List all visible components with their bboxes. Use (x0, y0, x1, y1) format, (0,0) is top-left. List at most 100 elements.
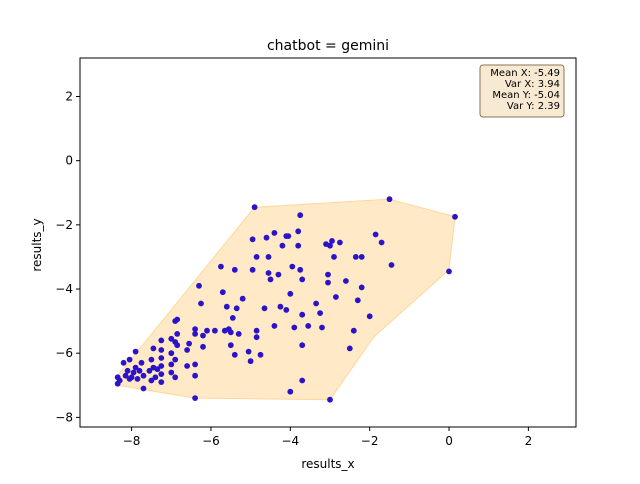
data-point (287, 388, 294, 395)
data-point (295, 228, 302, 235)
data-point (327, 396, 333, 403)
data-point (275, 271, 282, 278)
data-point (386, 196, 393, 203)
data-point (247, 358, 254, 365)
data-point (150, 345, 157, 352)
data-point (227, 342, 234, 349)
data-point (287, 290, 294, 297)
data-point (331, 254, 337, 260)
data-point (253, 334, 260, 341)
data-point (186, 340, 193, 347)
data-point (231, 266, 238, 273)
data-point (132, 348, 139, 355)
data-point (212, 327, 218, 334)
data-point (146, 367, 153, 374)
data-point (352, 254, 359, 260)
data-point (263, 234, 270, 241)
data-point (168, 350, 175, 357)
data-point (283, 307, 290, 313)
data-point (227, 329, 234, 336)
data-point (192, 372, 199, 379)
data-point (329, 238, 335, 244)
data-point (196, 282, 202, 289)
data-point (249, 236, 256, 243)
axes: −8 −6 −4 −2 0 2 −8 −6 −4 −2 0 2 (55, 57, 577, 448)
data-point (372, 231, 379, 238)
data-point (299, 342, 306, 349)
x-tick-label: −4 (281, 434, 299, 448)
data-point (184, 347, 191, 353)
data-point (172, 356, 179, 363)
data-point (289, 263, 296, 270)
data-point (253, 327, 260, 334)
data-point (158, 347, 165, 353)
data-point (366, 313, 373, 320)
data-point (343, 278, 349, 284)
data-point (148, 377, 155, 384)
data-point (297, 212, 304, 219)
data-point (152, 374, 159, 381)
data-point (138, 359, 145, 366)
data-point (253, 254, 260, 260)
data-point (174, 331, 181, 337)
data-point (297, 266, 304, 273)
stats-line: Mean Y: -5.04 (492, 90, 560, 101)
data-point (299, 311, 306, 318)
data-point (271, 323, 278, 329)
data-point (158, 337, 165, 344)
data-point (168, 369, 175, 376)
data-point (313, 300, 319, 307)
data-point (130, 369, 137, 376)
data-point (265, 270, 272, 276)
data-point (245, 348, 252, 355)
x-tick-label: −2 (361, 434, 379, 448)
data-point (158, 379, 165, 385)
data-point (124, 367, 131, 374)
x-tick-label: −6 (202, 434, 220, 448)
data-point (168, 335, 175, 342)
data-point (218, 263, 224, 270)
data-point (184, 363, 191, 369)
data-point (223, 303, 230, 310)
data-point (140, 372, 147, 379)
stats-line: Var Y: 2.39 (507, 101, 560, 112)
data-point (192, 331, 199, 337)
data-point (200, 332, 206, 339)
axes-frame (79, 57, 577, 428)
data-point (279, 242, 286, 249)
data-point (192, 326, 199, 332)
data-point (231, 351, 238, 358)
data-point (198, 300, 204, 307)
data-point (317, 310, 323, 316)
x-tick-label: 2 (525, 434, 533, 448)
data-point (299, 276, 306, 283)
data-point (271, 230, 278, 236)
data-point (219, 289, 226, 296)
stats-box-background (479, 64, 565, 118)
data-point (358, 254, 365, 260)
data-point (200, 343, 206, 350)
data-point (291, 324, 298, 331)
data-point (116, 377, 123, 384)
data-point (277, 303, 284, 310)
data-point (388, 262, 395, 268)
data-point (229, 315, 236, 321)
data-point (261, 305, 268, 312)
data-point (122, 372, 129, 379)
data-point (249, 266, 256, 273)
y-tick-label: −8 (55, 410, 73, 424)
y-tick-label: −2 (55, 218, 73, 232)
y-tick-label: 2 (65, 90, 73, 104)
data-point (257, 351, 264, 358)
data-point (251, 204, 258, 211)
data-point (128, 374, 135, 381)
data-point (299, 377, 306, 384)
y-tick-label: −6 (55, 346, 73, 360)
data-point (350, 327, 357, 334)
data-point (132, 364, 139, 371)
stats-line: Var X: 3.94 (505, 79, 560, 90)
data-point (285, 233, 292, 240)
